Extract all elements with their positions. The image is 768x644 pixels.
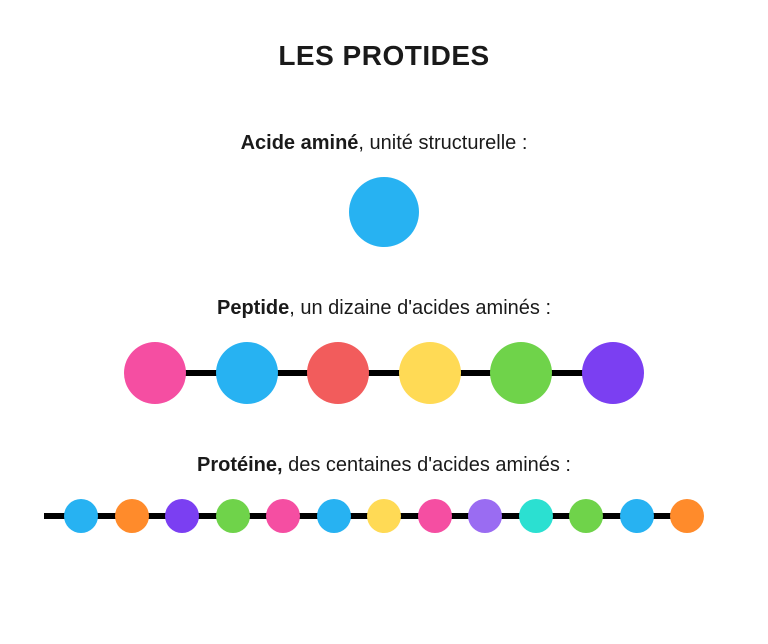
protein-ball [418,499,452,533]
protein-label-bold: Protéine, [197,454,283,476]
protein-ball [165,499,199,533]
amino-label: Acide aminé, unité structurelle : [0,132,768,155]
amino-chain [349,177,419,247]
protein-ball [670,499,704,533]
peptide-label-bold: Peptide [217,297,289,319]
peptide-label-rest: , un dizaine d'acides aminés : [289,297,551,319]
amino-diagram [349,177,419,247]
protein-ball [216,499,250,533]
protein-ball [64,499,98,533]
peptide-ball [124,342,186,404]
amino-label-rest: , unité structurelle : [358,132,527,154]
peptide-ball [490,342,552,404]
amino-ball [349,177,419,247]
protein-label: Protéine, des centaines d'acides aminés … [0,454,768,477]
protein-ball [115,499,149,533]
peptide-ball [582,342,644,404]
protein-ball [519,499,553,533]
protein-ball [569,499,603,533]
protein-ball [620,499,654,533]
protein-ball [266,499,300,533]
peptide-diagram [124,342,644,404]
protein-diagram [64,499,704,533]
protein-ball [317,499,351,533]
protein-ball [367,499,401,533]
peptide-label: Peptide, un dizaine d'acides aminés : [0,297,768,320]
peptide-chain [124,342,644,404]
protein-chain [64,499,704,533]
peptide-ball [216,342,278,404]
page-title: LES PROTIDES [0,40,768,72]
peptide-ball [399,342,461,404]
amino-label-bold: Acide aminé [241,132,359,154]
peptide-ball [307,342,369,404]
protein-label-rest: des centaines d'acides aminés : [283,454,571,476]
protein-ball [468,499,502,533]
